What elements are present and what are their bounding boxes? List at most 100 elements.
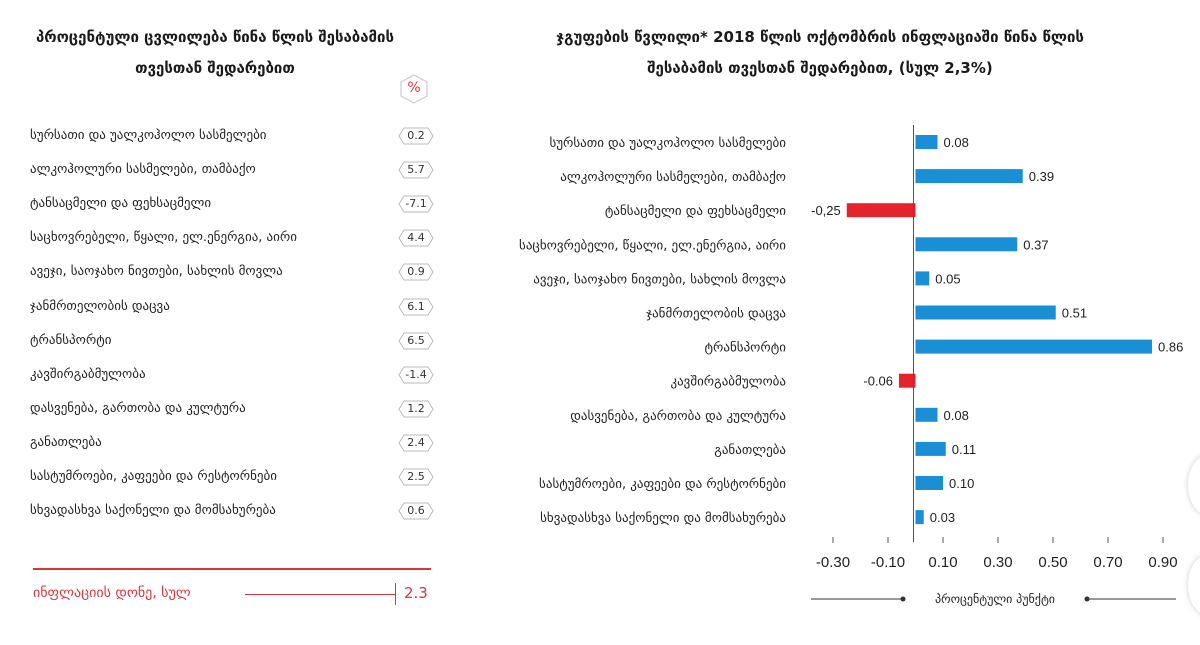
bar [915,169,1023,184]
category-label: საცხოვრებელი, წყალი, ელ.ენერგია, აირი [519,238,786,253]
category-label: კავშირგაბმულობა [670,375,786,390]
data-label: 0.08 [944,408,969,423]
category-label: ტანსაცმელი და ფეხსაცმელი [605,204,786,219]
row-value: 6.5 [407,333,425,347]
row-label: სხვადასხვა საქონელი და მომსახურება [30,503,276,519]
table-row: ალკოჰოლური სასმელები, თამბაქო 5.7 [30,161,440,181]
category-label: სხვადასხვა საქონელი და მომსახურება [540,511,786,526]
data-label: 0.08 [944,135,969,150]
table-row: საცხოვრებელი, წყალი, ელ.ენერგია, აირი 4.… [30,229,440,249]
data-label: 0.86 [1158,340,1183,355]
row-value: -1.4 [405,367,427,381]
row-value: 0.6 [407,504,425,518]
value-tag: 0.6 [398,502,434,520]
value-tag: -1.4 [398,366,434,384]
data-label: -0,25 [811,203,841,218]
value-tag: 5.7 [398,161,434,179]
x-tick-label: -0.30 [816,554,850,571]
bar [915,271,930,286]
category-label: ჯანმრთელობის დაცვა [646,307,786,322]
row-value: 1.2 [407,401,425,415]
table-row: ავეჯი, საოჯახო ნივთები, სახლის მოვლა 0.9 [30,263,440,283]
data-label: 0.37 [1023,237,1048,252]
chart-title: ჯგუფების წვლილი* 2018 წლის ოქტომბრის ინფ… [556,28,1084,77]
row-label: ავეჯი, საოჯახო ნივთები, სახლის მოვლა [30,264,283,280]
table-row: სურსათი და უალკოჰოლო სასმელები 0.2 [30,127,440,147]
data-label: -0.06 [863,374,893,389]
row-value: 2.4 [407,435,425,449]
data-label: 0.51 [1062,306,1087,321]
edge-button[interactable] [1188,455,1200,515]
category-label: ალკოჰოლური სასმელები, თამბაქო [560,170,786,185]
row-label: ალკოჰოლური სასმელები, თამბაქო [30,162,256,178]
value-tag: 4.4 [398,229,434,247]
category-label: სურსათი და უალკოჰოლო სასმელები [549,136,786,151]
value-tag: 1.2 [398,400,434,418]
row-value: -7.1 [405,197,427,211]
edge-button[interactable] [1188,555,1200,615]
bar [915,339,1152,354]
x-tick-label: 0.30 [983,554,1012,571]
value-tag: 0.2 [398,127,434,145]
table-row: ტრანსპორტი 6.5 [30,332,440,352]
row-value: 2.5 [407,470,425,483]
x-tick-label: 0.50 [1038,554,1067,571]
hexagon-icon [400,74,428,104]
row-label: კავშირგაბმულობა [30,366,146,382]
row-label: სასტუმროები, კაფეები და რესტორნები [30,469,277,484]
value-tag: 6.5 [398,332,434,350]
bar [915,305,1056,320]
data-label: 0.03 [930,510,955,525]
row-value: 0.9 [407,265,425,279]
footer-label: ინფლაციის დონე, სულ [33,585,191,601]
axis-title-dot-left [900,596,906,602]
x-tick-label: 0.90 [1148,554,1177,571]
footer-tick [395,583,396,605]
bar [915,476,943,490]
bar [846,203,916,218]
row-label: ჯანმრთელობის დაცვა [30,298,170,314]
footer-value: 2.3 [404,584,428,602]
row-label: ტანსაცმელი და ფეხსაცმელი [30,196,212,212]
category-label: დასვენება, გართობა და კულტურა [570,409,786,424]
bar [915,135,938,149]
row-value: 0.2 [407,129,425,142]
value-tag: 0.9 [398,263,434,281]
x-tick-label: -0.10 [871,554,905,571]
bar [915,237,1018,252]
table-row: დასვენება, გართობა და კულტურა 1.2 [30,400,440,420]
left-panel-title: პროცენტული ცვლილება წინა წლის შესაბამის … [35,28,395,77]
row-value: 6.1 [407,299,425,313]
data-label: 0.39 [1029,169,1054,184]
footer-line [245,594,395,595]
bar [915,441,946,456]
data-label: 0.10 [949,476,974,491]
value-tag: -7.1 [398,195,434,213]
bar [915,407,938,422]
data-label: 0.05 [935,271,960,286]
x-tick-label: 0.10 [928,554,957,571]
category-label: ტრანსპორტი [705,341,787,356]
table-row: კავშირგაბმულობა -1.4 [30,366,440,386]
row-label: განათლება [30,434,102,450]
table-row: ჯანმრთელობის დაცვა 6.1 [30,298,440,318]
percent-badge: % [399,74,429,104]
category-label: სასტუმროები, კაფეები და რესტორნები [539,477,786,492]
bar [915,510,924,525]
x-axis-title: პროცენტული პუნქტი [935,592,1055,606]
table-row: სასტუმროები, კაფეები და რესტორნები 2.5 [30,468,440,488]
value-tag: 6.1 [398,298,434,316]
value-tag: 2.4 [398,434,434,452]
divider [33,568,431,570]
bar [899,373,916,388]
value-tag: 2.5 [398,468,434,486]
row-label: სურსათი და უალკოჰოლო სასმელები [30,128,267,143]
data-label: 0.11 [952,442,976,457]
category-label: ავეჯი, საოჯახო ნივთები, სახლის მოვლა [533,272,786,287]
category-label: განათლება [714,443,786,458]
table-row: განათლება 2.4 [30,434,440,454]
x-tick-label: 0.70 [1093,554,1122,571]
row-label: დასვენება, გართობა და კულტურა [30,400,246,416]
row-value: 5.7 [407,163,425,177]
